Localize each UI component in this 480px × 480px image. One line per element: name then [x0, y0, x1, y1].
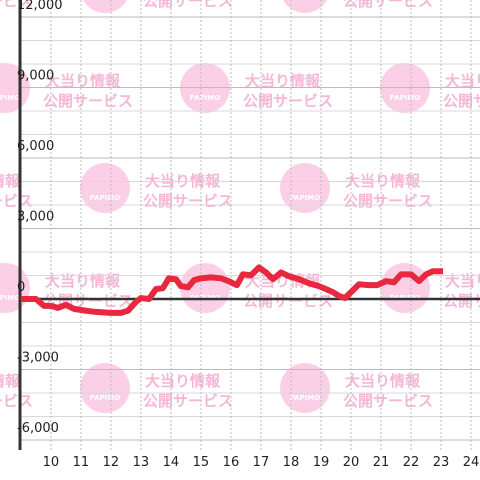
x-tick-label: 14: [163, 455, 180, 470]
x-tick-label: 20: [343, 455, 360, 470]
y-tick-label: 9,000: [17, 69, 54, 84]
watermark-text: 公開サービス: [43, 92, 133, 110]
watermark-logo: PAPIMO: [290, 0, 321, 2]
watermark-circle: [380, 263, 430, 313]
watermark-text: 公開サービス: [343, 192, 433, 210]
watermark-text: 公開サービス: [243, 92, 333, 110]
watermark-text: 大当り情報: [145, 372, 221, 390]
y-tick-label: -3,000: [17, 351, 59, 366]
watermark-circle: [0, 263, 30, 313]
x-tick-label: 12: [103, 455, 120, 470]
x-tick-label: 22: [403, 455, 420, 470]
y-tick-label: 0: [17, 280, 25, 295]
watermark-circle: [80, 363, 130, 413]
watermark-logo: PAPIMO: [390, 94, 421, 102]
watermark-text: 大当り情報: [45, 272, 121, 290]
x-tick-label: 16: [223, 455, 240, 470]
watermark-text: 大当り情報: [345, 372, 421, 390]
x-tick-label: 15: [193, 455, 210, 470]
watermark-text: 公開サービス: [143, 192, 233, 210]
watermark-text: 公開サービス: [0, 192, 33, 210]
x-tick-label: 23: [433, 455, 450, 470]
watermark-text: 公開サービス: [0, 0, 33, 10]
watermark-circle: [280, 363, 330, 413]
x-tick-label: 19: [313, 455, 330, 470]
watermark-logo: PAPIMO: [0, 294, 20, 302]
watermark-circle: [83, 0, 127, 13]
watermark-text: 公開サービス: [443, 92, 480, 110]
watermark-text: 大当り情報: [445, 272, 480, 290]
watermark-text: 公開サービス: [343, 392, 433, 410]
watermark-logo: PAPIMO: [290, 394, 321, 402]
watermark-circle: [283, 0, 327, 13]
watermark-text: 大当り情報: [245, 72, 321, 90]
y-tick-label: -6,000: [17, 421, 59, 436]
x-tick-label: 17: [253, 455, 270, 470]
watermark-logo: PAPIMO: [90, 0, 121, 2]
watermark-text: 大当り情報: [0, 172, 21, 190]
watermark-text: 公開サービス: [343, 0, 433, 10]
x-tick-label: 24: [463, 455, 480, 470]
watermark-circle: [280, 163, 330, 213]
watermark-logo: PAPIMO: [190, 94, 221, 102]
x-tick-label: 13: [133, 455, 150, 470]
x-tick-label: 21: [373, 455, 390, 470]
watermark-circle: [0, 63, 30, 113]
x-tick-label: 11: [73, 455, 90, 470]
watermark-circle: [80, 163, 130, 213]
watermark-text: 大当り情報: [245, 272, 321, 290]
watermark-text: 公開サービス: [0, 392, 33, 410]
x-tick-label: 18: [283, 455, 300, 470]
watermark-logo: PAPIMO: [0, 94, 20, 102]
watermark-text: 大当り情報: [0, 372, 21, 390]
watermark-logo: PAPIMO: [90, 394, 121, 402]
data-line: [20, 264, 444, 316]
watermark-text: 公開サービス: [143, 392, 233, 410]
y-tick-label: 3,000: [17, 210, 54, 225]
watermark-logo: PAPIMO: [90, 194, 121, 202]
watermark-text: 公開サービス: [243, 292, 333, 310]
watermark-text: 大当り情報: [45, 72, 121, 90]
watermark-text: 公開サービス: [443, 292, 480, 310]
watermark-logo: PAPIMO: [290, 194, 321, 202]
y-tick-label: 6,000: [17, 139, 54, 154]
y-tick-label: 12,000: [17, 0, 63, 13]
x-tick-label: 10: [43, 455, 60, 470]
watermarks: PAPIMO大当り情報公開サービスPAPIMO大当り情報公開サービスPAPIMO…: [0, 0, 480, 413]
plot: -6,000 -3,000 0 3,000 6,000 9,000 12,000 10 11 12…: [17, 0, 479, 470]
watermark-text: 公開サービス: [143, 0, 233, 10]
